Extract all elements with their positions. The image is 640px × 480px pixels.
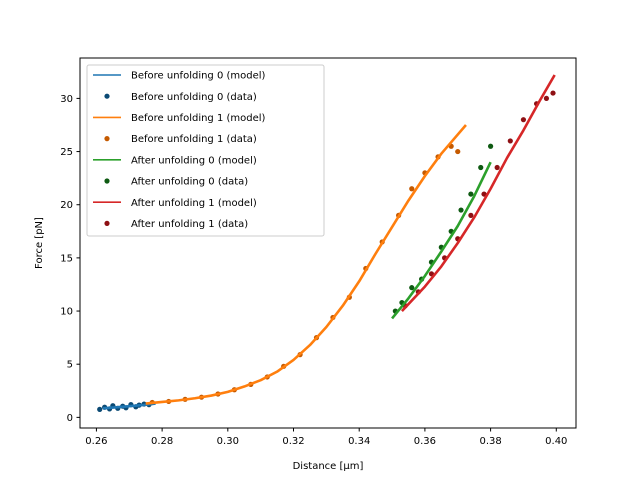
legend-label: Before unfolding 0 (data) (131, 92, 257, 103)
series-line-4 (391, 161, 492, 320)
data-point (409, 285, 415, 291)
data-point (409, 186, 415, 192)
legend-marker-swatch (104, 93, 110, 99)
series-line-6 (400, 74, 556, 312)
legend-item: After unfolding 0 (model) (93, 155, 257, 166)
plot-area (97, 74, 556, 412)
y-axis-label: Force [pN] (34, 217, 45, 269)
series-line-2 (145, 124, 467, 405)
x-tick-label: 0.32 (282, 436, 304, 447)
data-point (507, 138, 513, 144)
x-tick-label: 0.26 (85, 436, 107, 447)
legend-label: After unfolding 1 (data) (131, 219, 248, 230)
data-point (520, 117, 527, 123)
data-point (494, 164, 500, 171)
y-tick-label: 20 (60, 200, 73, 211)
legend-item: Before unfolding 1 (data) (104, 134, 257, 145)
legend-label: After unfolding 1 (model) (131, 198, 257, 209)
data-point (550, 90, 556, 96)
legend-marker-swatch (104, 178, 110, 184)
x-tick-label: 0.38 (479, 436, 501, 447)
x-tick-label: 0.34 (348, 436, 370, 447)
y-axis: 0 5 10 15 20 25 30 (60, 94, 80, 424)
data-point (468, 191, 474, 197)
data-point (455, 148, 461, 155)
y-tick-label: 15 (60, 253, 73, 264)
data-point (478, 164, 484, 171)
legend-marker-swatch (104, 220, 110, 226)
y-tick-label: 30 (60, 94, 73, 105)
legend-item: After unfolding 1 (data) (104, 219, 248, 230)
data-point (487, 143, 494, 149)
x-tick-label: 0.36 (414, 436, 436, 447)
legend-marker-swatch (104, 136, 110, 142)
legend-item: After unfolding 1 (model) (93, 198, 257, 209)
x-axis-label: Distance [μm] (293, 461, 364, 472)
legend-item: After unfolding 0 (data) (104, 177, 248, 188)
legend: Before unfolding 0 (model) Before unfoldi… (86, 64, 325, 237)
x-tick-label: 0.28 (151, 436, 173, 447)
x-axis: 0.26 0.28 0.30 0.32 0.34 0.36 0.38 0.40 (85, 428, 567, 447)
legend-item: Before unfolding 0 (data) (104, 92, 257, 103)
legend-item: Before unfolding 1 (model) (93, 113, 266, 124)
y-tick-label: 25 (60, 147, 73, 158)
legend-item: Before unfolding 0 (model) (93, 71, 266, 82)
line-layer (102, 74, 556, 410)
legend-label: After unfolding 0 (model) (131, 155, 257, 166)
data-point (97, 406, 103, 412)
data-point (543, 95, 550, 102)
x-tick-label: 0.40 (545, 436, 567, 447)
legend-label: Before unfolding 1 (data) (131, 134, 257, 145)
legend-box (86, 64, 325, 237)
x-tick-label: 0.30 (217, 436, 239, 447)
legend-label: After unfolding 0 (data) (131, 177, 248, 188)
legend-label: Before unfolding 1 (model) (131, 113, 266, 124)
axes-frame (79, 57, 577, 429)
y-tick-label: 10 (60, 307, 73, 318)
data-point (458, 207, 464, 213)
y-tick-label: 5 (67, 360, 73, 371)
y-tick-label: 0 (67, 413, 73, 424)
data-point (468, 212, 474, 218)
legend-label: Before unfolding 0 (model) (131, 71, 266, 82)
